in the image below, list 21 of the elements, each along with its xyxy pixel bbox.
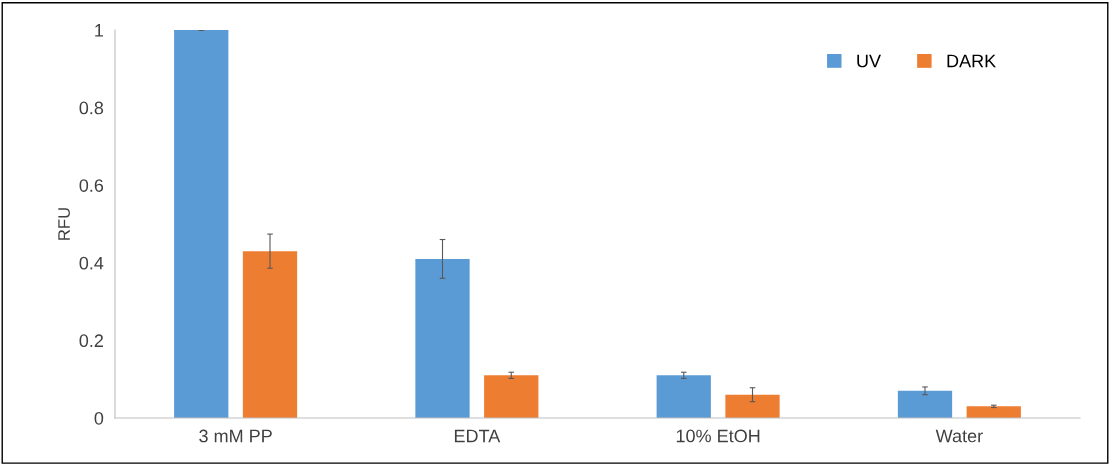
legend-label: DARK bbox=[947, 54, 996, 68]
bar bbox=[897, 390, 953, 418]
x-tick-label: 3 mM PP bbox=[199, 429, 272, 443]
x-tick-label: EDTA bbox=[454, 429, 501, 443]
x-tick-label: Water bbox=[935, 429, 983, 443]
bar bbox=[174, 30, 229, 418]
y-tick-label: 1 bbox=[95, 24, 104, 37]
bar bbox=[966, 406, 1021, 418]
y-tick-label: 0.6 bbox=[79, 179, 104, 192]
legend-label: UV bbox=[857, 54, 881, 68]
x-tick-label: 10% EtOH bbox=[676, 429, 760, 443]
y-tick-label: 0 bbox=[94, 411, 104, 425]
bar bbox=[415, 258, 470, 418]
bar bbox=[656, 375, 711, 418]
y-tick-label: 0.2 bbox=[79, 334, 103, 348]
y-axis-title: RFU bbox=[58, 208, 70, 240]
bar bbox=[725, 394, 780, 418]
bar bbox=[484, 375, 539, 418]
y-tick-label: 0.8 bbox=[79, 101, 104, 115]
bar bbox=[242, 251, 298, 418]
y-tick-label: 0.4 bbox=[79, 256, 104, 270]
